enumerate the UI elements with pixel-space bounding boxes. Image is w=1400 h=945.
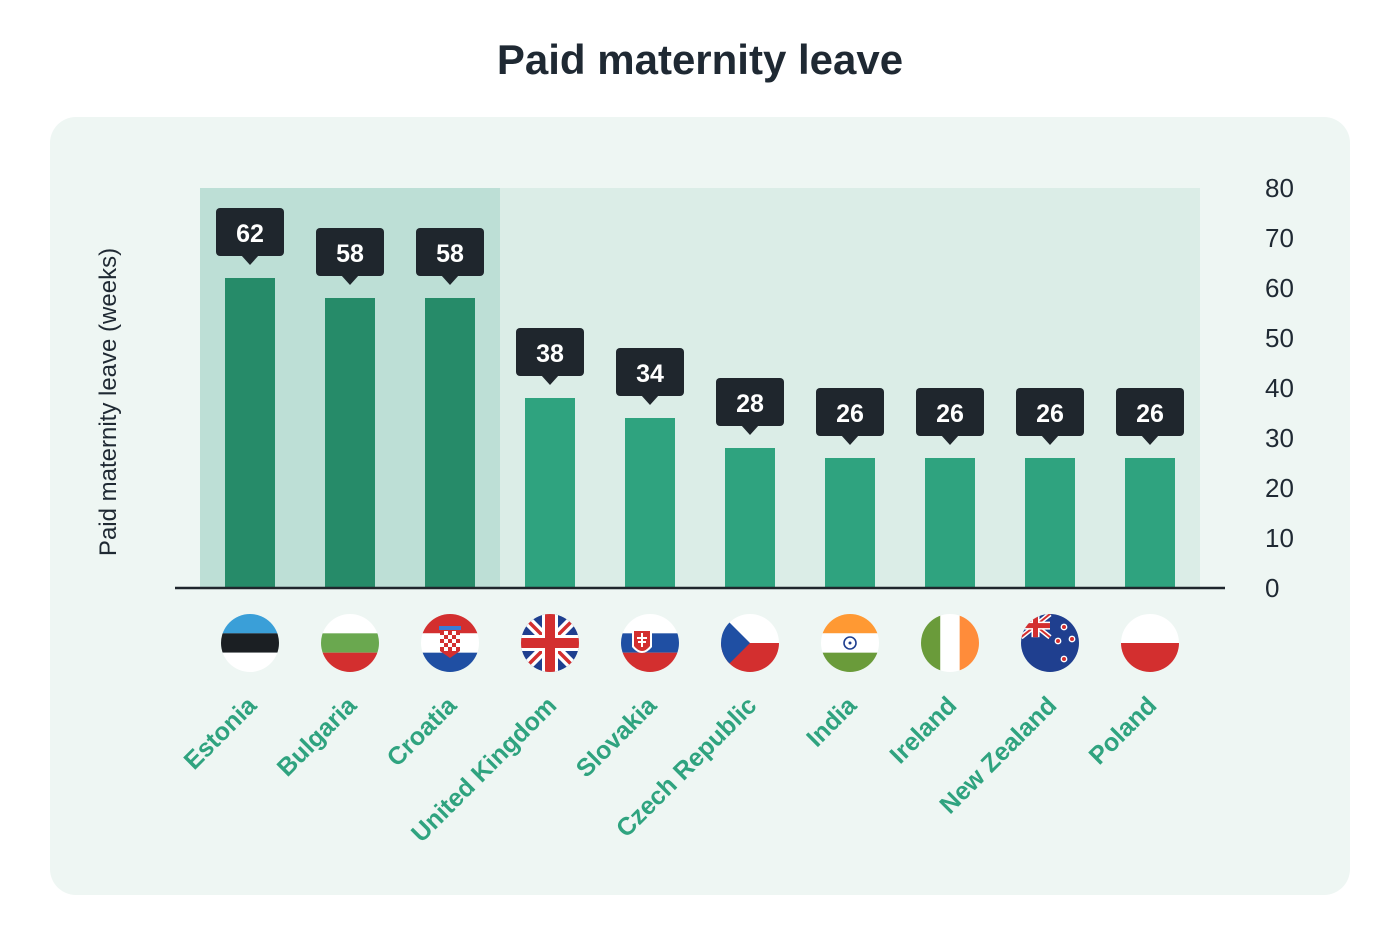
- value-callout: [216, 208, 284, 256]
- value-label: 58: [436, 240, 464, 268]
- y-tick-label: 20: [1265, 473, 1294, 503]
- czech-republic-flag-icon: [721, 614, 779, 672]
- value-label: 58: [336, 240, 364, 268]
- y-tick-label: 10: [1265, 523, 1294, 553]
- callout-pointer: [1041, 435, 1059, 445]
- value-label: 26: [836, 400, 864, 428]
- value-callout: [1016, 388, 1084, 436]
- croatia-flag-icon: [421, 614, 479, 672]
- bar-new-zealand: [1025, 458, 1075, 588]
- value-callout: [316, 228, 384, 276]
- bar-bulgaria: [325, 298, 375, 588]
- bulgaria-flag-icon: [321, 614, 379, 672]
- category-label-bulgaria: Bulgaria: [272, 691, 363, 782]
- category-label-estonia: Estonia: [179, 691, 263, 775]
- poland-flag-icon: [1121, 614, 1179, 672]
- value-label: 26: [1036, 400, 1064, 428]
- value-callout: [616, 348, 684, 396]
- category-label-india: India: [801, 691, 863, 753]
- chart-panel: Paid maternity leave (weeks) 0 10 20 30 40 50 6…: [50, 117, 1350, 895]
- y-tick-label: 50: [1265, 323, 1294, 353]
- bar-croatia: [425, 298, 475, 588]
- y-axis-title: Paid maternity leave (weeks): [95, 248, 122, 556]
- y-tick-label: 0: [1265, 573, 1279, 603]
- callout-pointer: [841, 435, 859, 445]
- bar-chart: Paid maternity leave (weeks) 0 10 20 30 40 50 6…: [95, 173, 1294, 848]
- callout-pointer: [241, 255, 259, 265]
- category-label-poland: Poland: [1084, 691, 1163, 770]
- value-label: 38: [536, 340, 564, 368]
- category-label-croatia: Croatia: [382, 691, 463, 772]
- y-tick-label: 70: [1265, 223, 1294, 253]
- value-callout: [716, 378, 784, 426]
- united-kingdom-flag-icon: [521, 614, 579, 672]
- value-label: 34: [636, 360, 664, 388]
- y-tick-label: 40: [1265, 373, 1294, 403]
- bar-india: [825, 458, 875, 588]
- value-label: 26: [936, 400, 964, 428]
- bar-estonia: [225, 278, 275, 588]
- callout-pointer: [441, 275, 459, 285]
- callout-pointer: [1141, 435, 1159, 445]
- y-tick-label: 60: [1265, 273, 1294, 303]
- category-label-slovakia: Slovakia: [571, 691, 663, 783]
- ireland-flag-icon: [921, 614, 979, 672]
- new-zealand-flag-icon: [1021, 614, 1079, 672]
- bar-poland: [1125, 458, 1175, 588]
- value-callout: [416, 228, 484, 276]
- value-label: 28: [736, 390, 764, 418]
- chart-title: Paid maternity leave: [496, 36, 904, 83]
- callout-pointer: [741, 425, 759, 435]
- y-tick-label: 30: [1265, 423, 1294, 453]
- category-label-ireland: Ireland: [884, 691, 962, 769]
- callout-pointer: [341, 275, 359, 285]
- callout-pointer: [941, 435, 959, 445]
- callout-pointer: [541, 375, 559, 385]
- value-callout: [1116, 388, 1184, 436]
- bar-slovakia: [625, 418, 675, 588]
- value-label: 26: [1136, 400, 1164, 428]
- value-callout: [516, 328, 584, 376]
- value-label: 62: [236, 220, 264, 248]
- estonia-flag-icon: [221, 614, 279, 672]
- slovakia-flag-icon: [621, 614, 679, 672]
- value-callout: [816, 388, 884, 436]
- bar-united-kingdom: [525, 398, 575, 588]
- india-flag-icon: [821, 614, 879, 672]
- value-callout: [916, 388, 984, 436]
- bar-ireland: [925, 458, 975, 588]
- bar-czech-republic: [725, 448, 775, 588]
- callout-pointer: [641, 395, 659, 405]
- y-tick-label: 80: [1265, 173, 1294, 203]
